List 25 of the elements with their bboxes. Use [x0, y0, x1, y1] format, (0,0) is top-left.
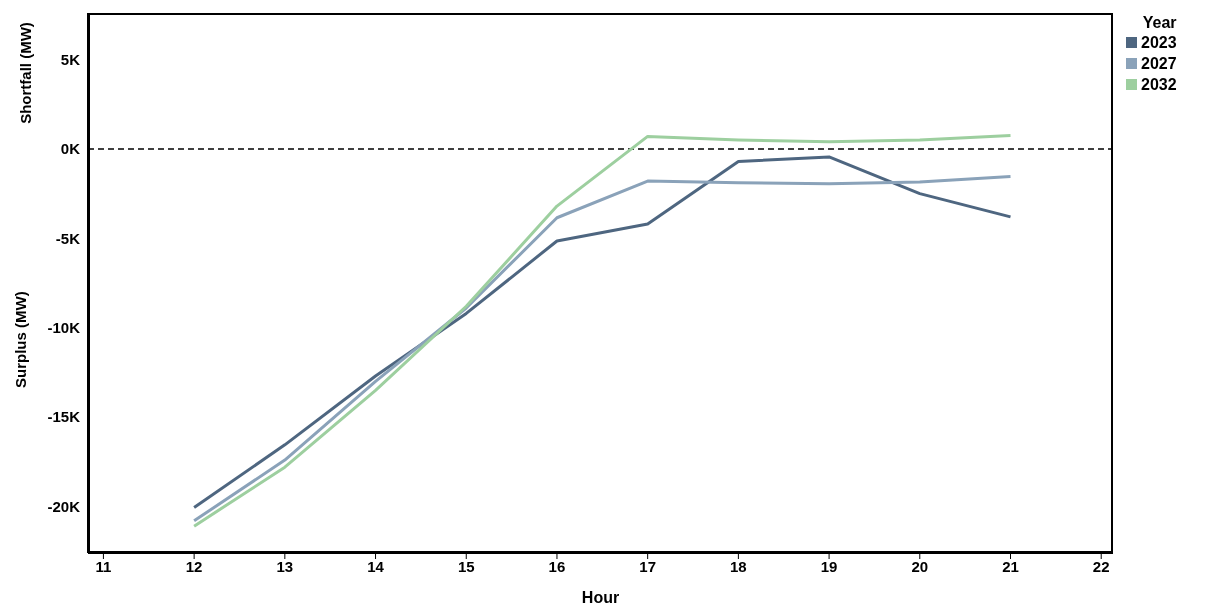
y-tick-label: -20K: [47, 497, 81, 515]
y-tick-label: 0K: [60, 140, 81, 158]
x-tick-label: 13: [276, 557, 294, 575]
x-tick-label: 17: [639, 557, 657, 575]
y-tick-label: 5K: [60, 50, 81, 68]
legend-label: 2027: [1141, 54, 1177, 74]
x-tick-label: 21: [1002, 557, 1019, 575]
y-tick-label: -5K: [55, 229, 81, 247]
x-tick-label: 22: [1092, 557, 1110, 575]
x-tick-label: 14: [367, 557, 385, 575]
x-tick-label: 12: [185, 557, 203, 575]
x-axis-title: Hour: [581, 589, 620, 606]
x-tick-label: 11: [95, 557, 112, 575]
x-tick-label: 16: [548, 557, 566, 575]
legend-label: 2032: [1141, 75, 1177, 95]
legend-label: 2023: [1141, 33, 1177, 53]
x-tick-label: 18: [730, 557, 747, 575]
x-tick-label: 19: [820, 557, 838, 575]
x-tick-label: 15: [457, 557, 475, 575]
y-tick-label: -15K: [47, 408, 81, 426]
legend-title: Year: [1141, 14, 1177, 32]
y-tick-label: -10K: [47, 319, 81, 337]
y-axis-title: Shortfall (MW): [16, 22, 34, 124]
text: Surplus (MW): [12, 291, 29, 388]
x-tick-label: 20: [911, 557, 929, 575]
